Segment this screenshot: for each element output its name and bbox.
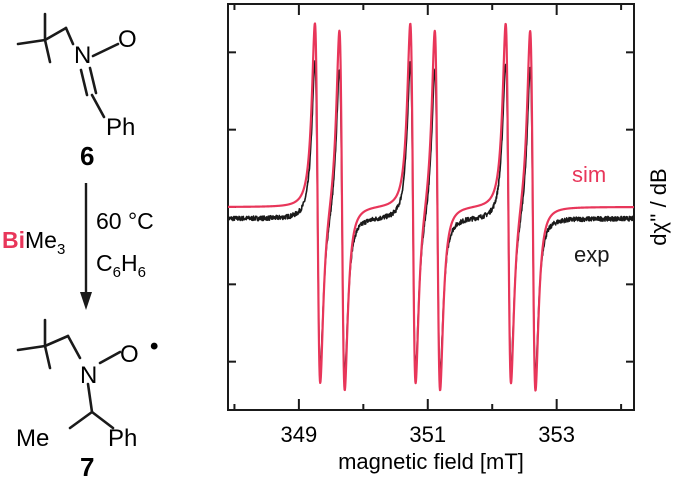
atom-n-7: N [80, 362, 97, 389]
atom-ph-7: Ph [108, 425, 137, 452]
temperature-label: 60 °C [96, 208, 154, 234]
x-tick-label: 351 [409, 422, 446, 447]
series-line-sim [227, 22, 635, 392]
solvent-sub2: 6 [138, 264, 146, 281]
reaction-arrow [80, 183, 92, 310]
legend-exp: exp [574, 242, 609, 267]
atom-me-7: Me [16, 425, 49, 452]
legend-sim: sim [572, 162, 606, 187]
series-layer [227, 22, 635, 392]
compound-label-6: 6 [80, 141, 94, 171]
solvent-c: C [96, 250, 113, 276]
solvent-label: C6H6 [96, 250, 146, 281]
atom-ph-6: Ph [106, 114, 135, 141]
atom-o-6: O [118, 26, 137, 53]
x-tick-label: 349 [281, 422, 318, 447]
structure-6 [16, 12, 120, 119]
reagent-bi: Bi [2, 227, 25, 253]
x-tick-label: 353 [538, 422, 575, 447]
reaction-scheme: N O Ph 6 BiMe3 60 °C C6H6 N O • Me Ph 7 [2, 12, 158, 481]
compound-label-7: 7 [80, 452, 94, 481]
atom-o-7: O [120, 341, 139, 368]
series-line-exp [227, 60, 635, 377]
atom-n-6: N [74, 42, 91, 69]
solvent-sub1: 6 [113, 264, 121, 281]
radical-dot: • [150, 333, 158, 360]
reagent-subscript: 3 [57, 241, 65, 258]
x-tick-labels: 349 351 353 [281, 422, 575, 447]
reagent-me: Me [25, 227, 57, 253]
x-axis-label: magnetic field [mT] [338, 449, 524, 474]
structure-7 [16, 318, 122, 430]
solvent-h: H [121, 250, 138, 276]
reagent-label: BiMe3 [2, 227, 65, 258]
y-axis-label: dχ'' / dB [646, 168, 671, 245]
